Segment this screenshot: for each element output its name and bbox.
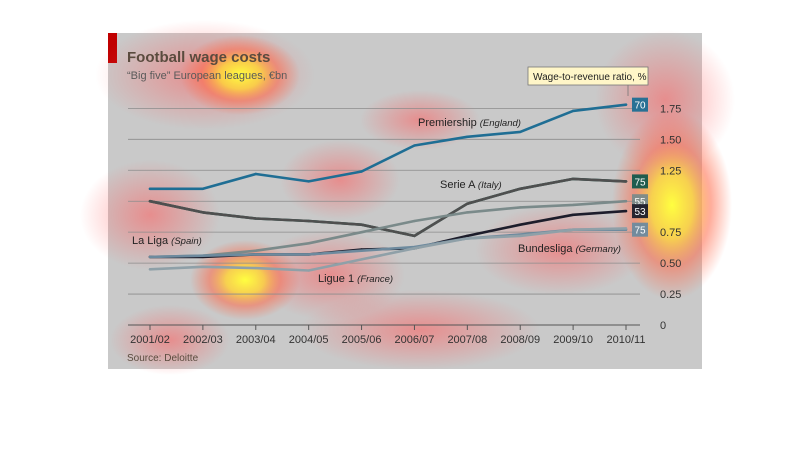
data-point: [307, 242, 310, 245]
x-tick-label: 2002/03: [183, 334, 223, 346]
data-point: [148, 255, 152, 259]
data-point: [466, 237, 469, 240]
source-note: Source: Deloitte: [127, 353, 199, 364]
data-point: [148, 187, 152, 191]
series-line-0: [148, 103, 628, 191]
data-point: [413, 234, 416, 238]
data-point: [519, 223, 522, 226]
data-point: [148, 268, 152, 271]
data-point: [254, 249, 257, 252]
ratio-value: 75: [634, 177, 646, 188]
data-point: [571, 213, 575, 217]
data-point: [360, 223, 363, 226]
ratio-label-box: [527, 66, 649, 86]
data-point: [360, 170, 363, 173]
x-tick-label: 2001/02: [130, 334, 170, 346]
series-line-3: [148, 199, 628, 259]
data-point: [148, 200, 152, 203]
data-point: [466, 202, 469, 205]
y-tick-label: 0: [660, 320, 666, 332]
data-point: [519, 130, 522, 134]
y-tick-label: 0.25: [660, 289, 681, 301]
y-tick-label: 1.25: [660, 165, 681, 177]
series-label: Serie A (Italy): [440, 179, 502, 191]
data-point: [307, 219, 310, 223]
data-point: [254, 172, 257, 176]
data-point: [624, 180, 628, 183]
heatmap-overlay: [80, 20, 735, 375]
x-tick-label: 2004/05: [289, 334, 329, 346]
data-point: [624, 209, 628, 213]
ratio-badge: [632, 97, 648, 112]
y-tick-label: 1.75: [660, 103, 681, 115]
data-point: [519, 234, 522, 238]
x-tick-label: 2005/06: [342, 334, 382, 346]
series-line-6: [148, 227, 628, 272]
data-point: [201, 187, 205, 191]
data-point: [571, 228, 575, 231]
y-tick-label: 0.75: [660, 227, 681, 239]
ratio-value: 70: [634, 101, 646, 112]
ratio-label: Wage-to-revenue ratio, %: [533, 72, 647, 83]
data-point: [624, 227, 628, 230]
x-tick-label: 2010/11: [607, 334, 646, 346]
data-point: [624, 200, 628, 203]
series-label: La Liga (Spain): [132, 235, 202, 247]
data-point: [307, 180, 310, 183]
ratio-badge: [632, 174, 648, 189]
data-point: [466, 135, 469, 139]
y-tick-label: 1.50: [660, 134, 681, 146]
data-point: [519, 187, 522, 191]
ratio-value: 53: [634, 207, 646, 218]
x-tick-label: 2003/04: [236, 334, 276, 346]
data-point: [571, 109, 575, 113]
data-point: [571, 203, 575, 207]
data-point: [413, 219, 416, 223]
data-point: [254, 217, 257, 220]
data-point: [360, 230, 363, 234]
data-point: [201, 211, 205, 214]
ratio-value: 75: [634, 226, 646, 237]
data-point: [360, 249, 363, 252]
data-point: [254, 266, 257, 270]
data-point: [624, 103, 628, 106]
data-point: [307, 253, 310, 256]
ratio-badge: [632, 222, 648, 237]
x-tick-label: 2007/08: [447, 334, 487, 346]
data-point: [413, 144, 416, 147]
data-point: [571, 177, 575, 181]
data-point: [466, 234, 469, 238]
ratio-badge: [632, 204, 648, 219]
y-tick-label: 0.50: [660, 258, 681, 270]
data-point: [413, 247, 416, 250]
data-point: [201, 254, 205, 257]
series-label: Premiership (England): [418, 117, 521, 129]
x-tick-label: 2008/09: [500, 334, 540, 346]
chart-subtitle: “Big five” European leagues, €bn: [127, 70, 287, 82]
data-point: [466, 211, 469, 214]
series-label: Bundesliga (Germany): [518, 243, 621, 255]
data-point: [201, 265, 205, 269]
data-point: [360, 258, 363, 261]
data-point: [519, 206, 522, 209]
series-line-2: [148, 177, 628, 238]
ratio-value: 55: [634, 197, 646, 208]
x-tick-label: 2009/10: [553, 334, 593, 346]
x-tick-label: 2006/07: [395, 334, 435, 346]
data-point: [307, 269, 310, 272]
series-label: Ligue 1 (France): [318, 273, 393, 285]
chart-title: Football wage costs: [127, 49, 270, 66]
data-point: [254, 253, 257, 256]
